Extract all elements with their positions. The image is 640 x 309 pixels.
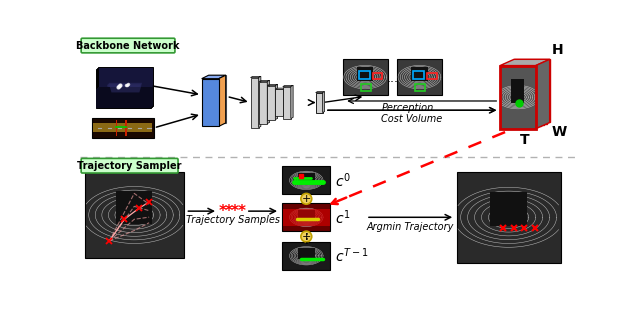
Polygon shape xyxy=(298,248,315,259)
Text: T: T xyxy=(520,133,530,147)
Polygon shape xyxy=(298,210,315,220)
Polygon shape xyxy=(282,167,330,194)
Polygon shape xyxy=(202,75,226,79)
Polygon shape xyxy=(92,118,154,138)
Text: Trajectory Samples: Trajectory Samples xyxy=(186,215,280,225)
Text: Backbone Network: Backbone Network xyxy=(76,40,180,51)
Polygon shape xyxy=(202,79,219,126)
Bar xyxy=(413,71,424,79)
Polygon shape xyxy=(108,84,141,93)
Polygon shape xyxy=(97,87,152,107)
Polygon shape xyxy=(125,120,127,136)
Polygon shape xyxy=(275,89,284,116)
Polygon shape xyxy=(503,64,538,128)
Polygon shape xyxy=(116,191,152,224)
Bar xyxy=(415,84,425,91)
Polygon shape xyxy=(107,85,140,94)
Polygon shape xyxy=(209,75,226,123)
Text: W: W xyxy=(552,125,567,139)
Polygon shape xyxy=(511,61,547,124)
FancyBboxPatch shape xyxy=(81,38,175,53)
Text: ⋮: ⋮ xyxy=(300,232,313,246)
Polygon shape xyxy=(500,66,536,129)
Bar xyxy=(360,84,371,91)
Polygon shape xyxy=(506,63,541,126)
Polygon shape xyxy=(275,88,285,89)
Polygon shape xyxy=(291,85,293,119)
Polygon shape xyxy=(283,209,330,226)
Polygon shape xyxy=(268,80,269,124)
Polygon shape xyxy=(536,59,550,129)
Polygon shape xyxy=(250,76,261,78)
Polygon shape xyxy=(283,87,291,119)
Text: $c^{T-1}$: $c^{T-1}$ xyxy=(335,247,369,265)
Text: ...: ... xyxy=(387,72,398,85)
Polygon shape xyxy=(219,75,226,126)
Polygon shape xyxy=(259,80,269,82)
Polygon shape xyxy=(282,203,330,231)
Polygon shape xyxy=(490,192,527,226)
Polygon shape xyxy=(511,79,524,104)
Polygon shape xyxy=(357,67,373,81)
Polygon shape xyxy=(109,83,142,92)
Polygon shape xyxy=(316,92,323,112)
Polygon shape xyxy=(457,172,561,263)
Text: *: * xyxy=(231,204,239,219)
Text: *: * xyxy=(237,204,245,219)
Circle shape xyxy=(301,231,312,242)
Text: $c^1$: $c^1$ xyxy=(335,208,351,226)
Polygon shape xyxy=(116,120,117,136)
Polygon shape xyxy=(316,91,324,92)
Text: *: * xyxy=(225,204,233,219)
Polygon shape xyxy=(284,88,285,116)
Polygon shape xyxy=(93,126,152,129)
Polygon shape xyxy=(514,59,550,122)
Bar xyxy=(359,71,370,79)
Text: $c^0$: $c^0$ xyxy=(335,171,351,190)
Polygon shape xyxy=(93,123,152,126)
Polygon shape xyxy=(298,172,315,183)
Polygon shape xyxy=(259,76,261,128)
Circle shape xyxy=(301,193,312,204)
Polygon shape xyxy=(323,91,324,112)
Polygon shape xyxy=(275,84,278,120)
Polygon shape xyxy=(95,88,152,108)
Bar xyxy=(373,73,382,79)
Text: H: H xyxy=(552,43,564,57)
Text: +: + xyxy=(301,194,311,204)
Text: Cost Volume: Cost Volume xyxy=(381,114,443,125)
Polygon shape xyxy=(397,59,442,95)
FancyBboxPatch shape xyxy=(81,159,178,173)
Bar xyxy=(428,73,436,79)
Polygon shape xyxy=(97,87,154,106)
Text: Trajectory Sampler: Trajectory Sampler xyxy=(77,161,182,171)
Polygon shape xyxy=(97,67,154,106)
Polygon shape xyxy=(259,82,268,124)
Text: *: * xyxy=(219,204,227,219)
Text: +: + xyxy=(301,231,311,242)
Text: Perception: Perception xyxy=(381,103,434,113)
Text: Argmin Trajectory: Argmin Trajectory xyxy=(367,222,454,231)
Polygon shape xyxy=(84,172,184,258)
Polygon shape xyxy=(268,84,278,86)
Polygon shape xyxy=(93,129,152,133)
Polygon shape xyxy=(500,59,550,66)
Polygon shape xyxy=(283,85,293,87)
Polygon shape xyxy=(343,59,388,95)
Polygon shape xyxy=(508,62,544,125)
Polygon shape xyxy=(412,67,428,81)
Polygon shape xyxy=(282,242,330,270)
Polygon shape xyxy=(268,86,275,120)
Polygon shape xyxy=(95,69,152,108)
Polygon shape xyxy=(97,68,152,107)
Polygon shape xyxy=(250,78,259,128)
